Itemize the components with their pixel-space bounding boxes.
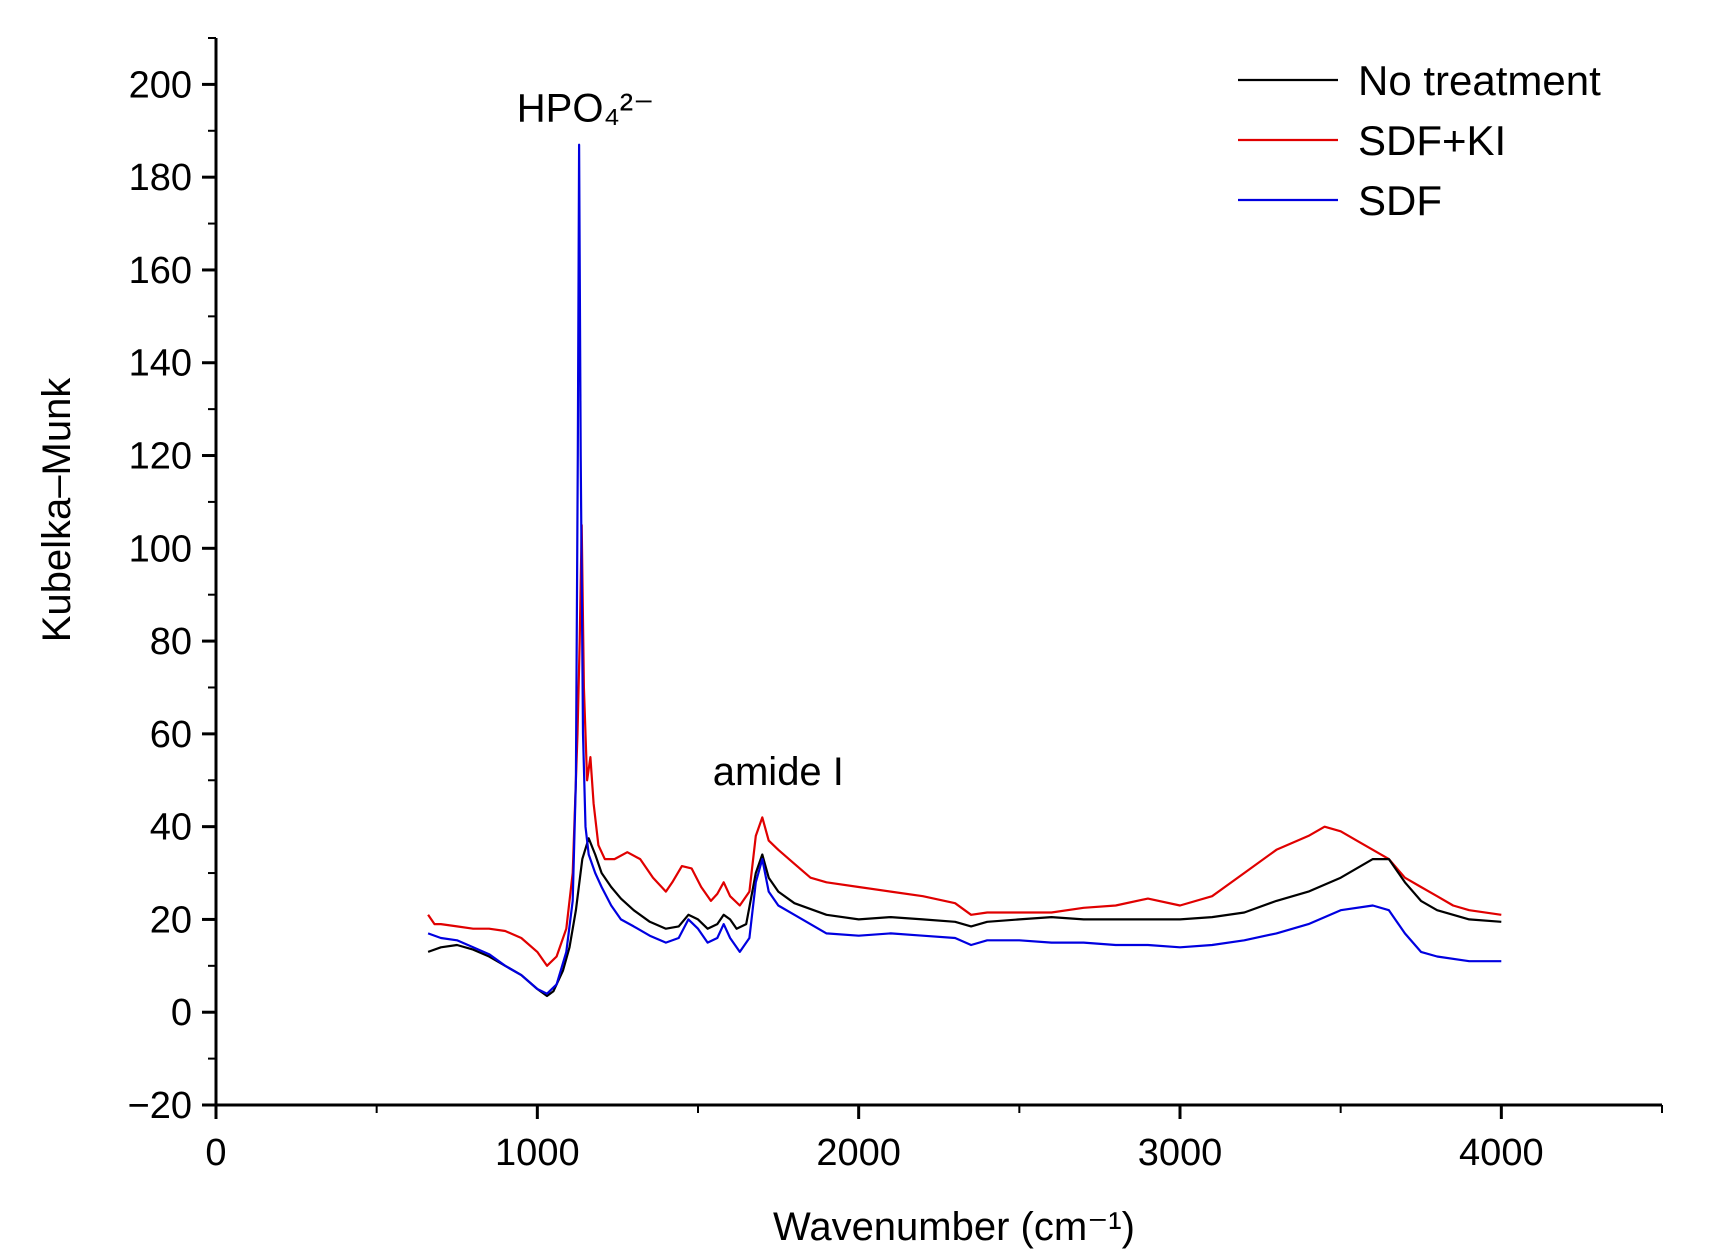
x-tick-label: 0 <box>205 1132 226 1174</box>
x-tick-label: 3000 <box>1138 1132 1223 1174</box>
y-tick-label: 60 <box>150 714 192 756</box>
annotation-hpo4: HPO₄²⁻ <box>517 87 654 131</box>
x-axis-title: Wavenumber (cm⁻¹) <box>773 1205 1135 1249</box>
y-tick-label: −20 <box>128 1085 192 1127</box>
legend-label: SDF <box>1358 177 1442 224</box>
y-tick-label: 140 <box>129 343 192 385</box>
series-line-no-treatment <box>427 837 1502 998</box>
y-tick-label: 160 <box>129 250 192 292</box>
y-tick-label: 100 <box>129 528 192 570</box>
x-tick-label: 1000 <box>495 1132 580 1174</box>
x-tick-label: 4000 <box>1459 1132 1544 1174</box>
y-tick-label: 80 <box>150 621 192 663</box>
series-line-sdf-ki <box>427 524 1502 967</box>
legend: No treatment SDF+KI SDF <box>1238 57 1601 224</box>
y-tick-label: 20 <box>150 899 192 941</box>
legend-label: SDF+KI <box>1358 117 1506 164</box>
annotation-amide-i: amide I <box>713 750 844 794</box>
y-axis-title: Kubelka–Munk <box>35 377 79 643</box>
y-tick-label: 200 <box>129 64 192 106</box>
y-tick-label: 40 <box>150 807 192 849</box>
y-tick-label: 0 <box>171 992 192 1034</box>
x-tick-label: 2000 <box>816 1132 901 1174</box>
y-tick-label: 120 <box>129 436 192 478</box>
series-line-sdf <box>427 143 1502 995</box>
legend-label: No treatment <box>1358 57 1601 104</box>
series-layer <box>427 143 1502 998</box>
y-tick-label: 180 <box>129 157 192 199</box>
